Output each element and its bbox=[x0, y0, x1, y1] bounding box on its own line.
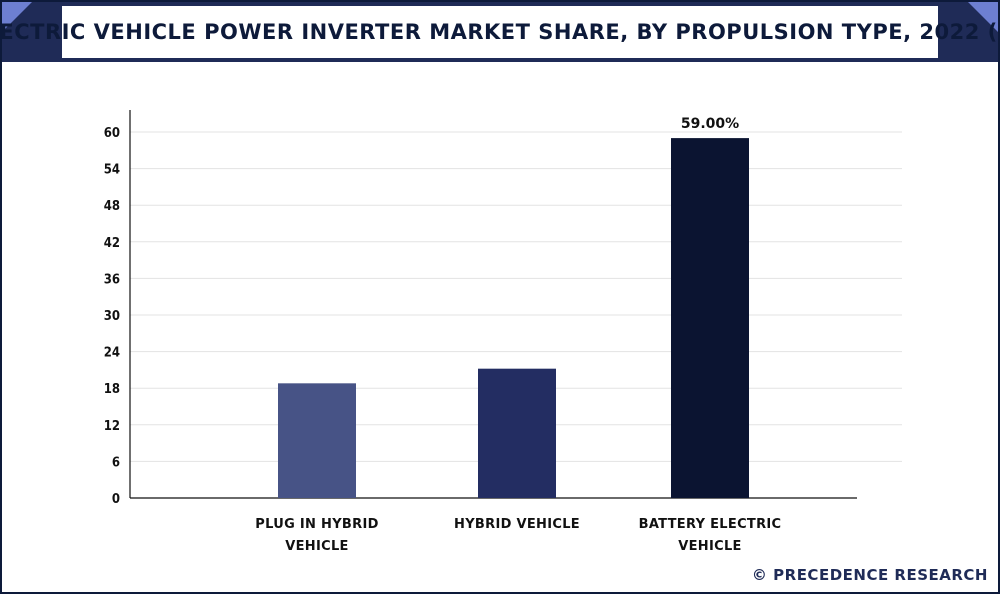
x-category-label: BATTERY ELECTRIC bbox=[639, 517, 782, 532]
y-tick-label: 36 bbox=[104, 272, 120, 287]
bar bbox=[671, 138, 749, 498]
header-accent-right bbox=[968, 2, 998, 32]
header-accent-left bbox=[2, 2, 32, 32]
x-category-label: VEHICLE bbox=[678, 539, 741, 554]
bar bbox=[478, 368, 556, 498]
y-tick-label: 30 bbox=[104, 309, 120, 324]
y-tick-label: 12 bbox=[104, 419, 120, 434]
x-category-label: VEHICLE bbox=[285, 539, 348, 554]
y-tick-label: 18 bbox=[104, 382, 120, 397]
bar bbox=[278, 383, 356, 498]
chart-title: ELECTRIC VEHICLE POWER INVERTER MARKET S… bbox=[0, 20, 1000, 44]
y-tick-label: 54 bbox=[104, 163, 120, 178]
x-category-label: PLUG IN HYBRID bbox=[255, 517, 378, 532]
y-tick-label: 24 bbox=[104, 346, 120, 361]
y-tick-label: 42 bbox=[104, 236, 120, 251]
y-tick-label: 6 bbox=[112, 455, 120, 470]
header-band: ELECTRIC VEHICLE POWER INVERTER MARKET S… bbox=[0, 2, 1000, 62]
x-category-label: HYBRID VEHICLE bbox=[454, 517, 580, 532]
title-box: ELECTRIC VEHICLE POWER INVERTER MARKET S… bbox=[0, 6, 1000, 58]
y-tick-label: 60 bbox=[104, 126, 120, 141]
footer-credit: © PRECEDENCE RESEARCH bbox=[751, 566, 988, 584]
y-tick-label: 0 bbox=[112, 492, 120, 507]
data-label: 59.00% bbox=[681, 116, 739, 132]
y-tick-label: 48 bbox=[104, 199, 120, 214]
